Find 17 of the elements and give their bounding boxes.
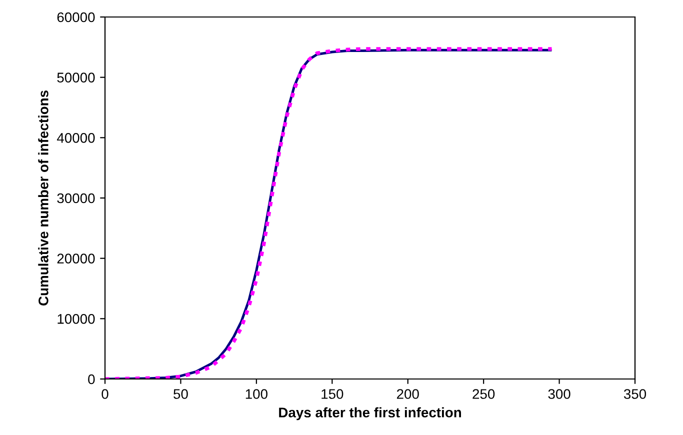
x-tick-label: 300 (548, 389, 570, 399)
y-tick-label: 30000 (57, 193, 95, 204)
y-tick-label: 0 (88, 374, 95, 384)
x-tick-label: 50 (174, 389, 188, 399)
y-tick-label: 10000 (58, 314, 95, 324)
x-axis-title: Days after the first infection (279, 407, 461, 420)
x-tick-label: 350 (624, 389, 646, 399)
x-tick-label: 200 (396, 389, 419, 399)
x-tick-label: 150 (322, 389, 344, 399)
y-tick-label: 20000 (57, 254, 95, 264)
y-tick-label: 60000 (57, 12, 95, 22)
x-tick-label: 0 (102, 389, 108, 399)
y-tick-label: 40000 (56, 133, 95, 143)
y-axis-title: Cumulative number of infections (38, 90, 48, 306)
x-tick-label: 100 (246, 389, 268, 399)
y-tick-label: 50000 (57, 72, 95, 83)
x-tick-label: 250 (472, 389, 495, 399)
